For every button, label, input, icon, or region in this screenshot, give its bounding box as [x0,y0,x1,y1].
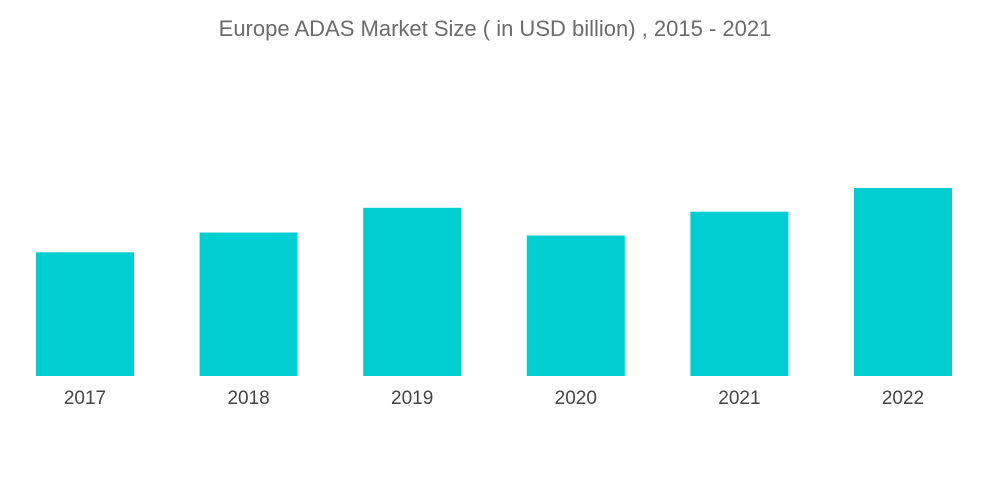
x-tick-label-2022: 2022 [882,388,924,409]
bar-2021 [690,211,789,376]
x-tick-label-2021: 2021 [718,388,760,409]
bar-2022 [854,188,952,376]
bars-layer [36,188,952,376]
x-axis-ticks: 2017 2018 2019 2020 2021 2022 [64,388,924,409]
x-tick-label-2018: 2018 [227,388,269,409]
chart-title: Europe ADAS Market Size ( in USD billion… [218,16,772,41]
bar-2019 [363,207,462,376]
bar-2020 [526,235,625,376]
bar-2017 [36,252,134,376]
x-tick-label-2020: 2020 [555,388,597,409]
x-tick-label-2017: 2017 [64,388,106,409]
x-tick-label-2019: 2019 [391,388,433,409]
bar-2018 [199,232,298,376]
